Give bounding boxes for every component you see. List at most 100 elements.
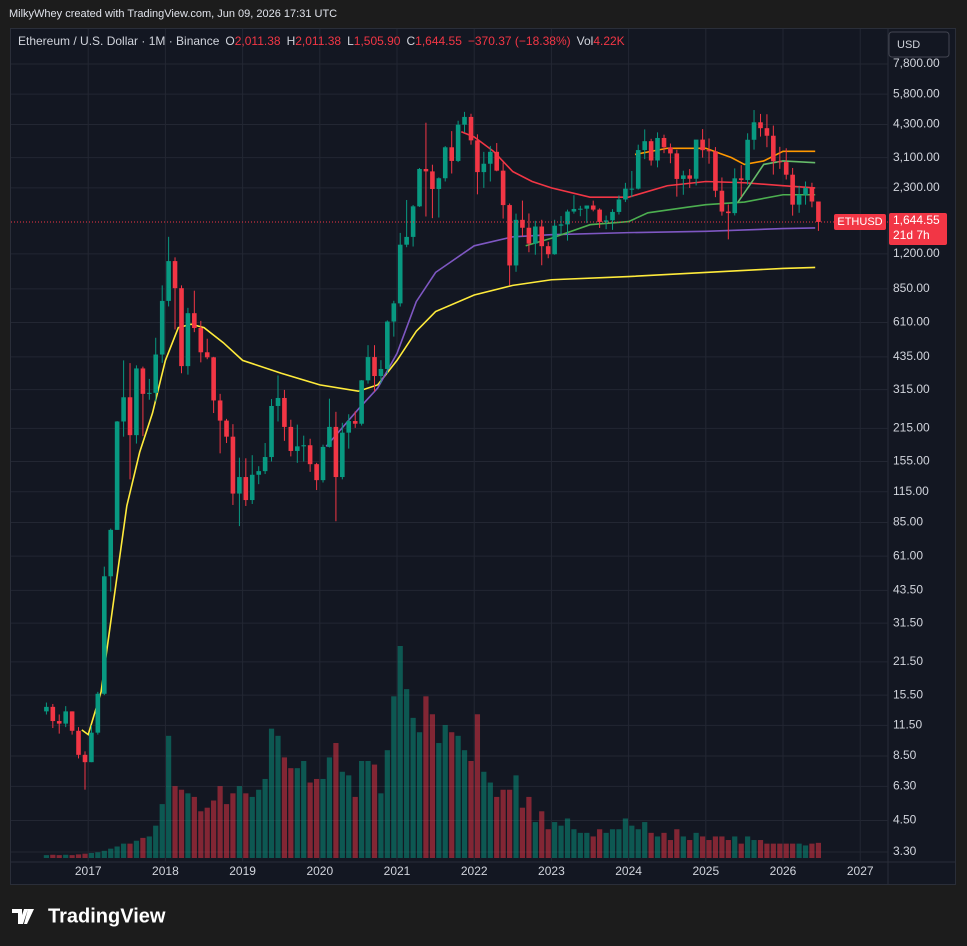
candle-body <box>346 421 352 433</box>
candle-body <box>224 420 229 437</box>
candle-body <box>327 426 332 447</box>
candle-body <box>520 219 525 228</box>
candle-body <box>726 211 731 214</box>
volume-bar <box>719 836 725 858</box>
candle-body <box>140 368 146 394</box>
candle-body <box>288 426 294 451</box>
y-tick-label: 155.00 <box>893 454 930 468</box>
y-tick-label: 115.00 <box>893 484 929 498</box>
candle-body <box>50 706 56 722</box>
volume-bar <box>648 832 654 858</box>
moving-average <box>461 131 816 198</box>
candle-body <box>56 721 62 724</box>
volume-bar <box>217 786 223 858</box>
volume-bar <box>410 717 416 858</box>
volume-bar <box>474 714 481 858</box>
candle-body <box>565 211 570 225</box>
volume-bar <box>275 735 281 858</box>
candle-body <box>153 354 159 393</box>
volume-bar <box>352 796 358 858</box>
candle-body <box>777 161 783 163</box>
volume-bar <box>526 796 532 858</box>
candle-body <box>365 357 371 381</box>
volume-bar <box>359 760 365 858</box>
candle-body <box>320 446 326 481</box>
candle-body <box>681 175 686 179</box>
candle-body <box>185 313 191 367</box>
candle-body <box>166 261 171 301</box>
header: MilkyWhey created with TradingView.com, … <box>9 8 337 20</box>
candle-body <box>552 225 557 255</box>
x-tick-label: 2021 <box>384 864 411 878</box>
candle-body <box>488 151 493 164</box>
candle-body <box>706 150 712 152</box>
candle-body <box>635 150 641 189</box>
volume-bar <box>43 855 50 858</box>
candle-body <box>404 236 409 245</box>
volume-bar <box>455 735 461 858</box>
volume-bar <box>494 796 500 858</box>
candle-body <box>668 147 673 154</box>
x-tick-label: 2025 <box>692 864 719 878</box>
candle-body <box>333 426 339 478</box>
candle-body <box>558 224 564 226</box>
volume-bar <box>211 800 217 858</box>
volume-bar <box>178 789 185 858</box>
candle-body <box>462 116 467 125</box>
volume-bar <box>751 840 757 858</box>
candle-body <box>340 432 345 478</box>
legend-value: −370.37 (−18.38%) <box>468 34 571 48</box>
volume-bar <box>654 836 661 858</box>
candle-body <box>95 693 101 733</box>
candle-body <box>661 137 667 148</box>
candle-body <box>623 188 628 200</box>
candle-body <box>417 168 422 207</box>
volume-bar <box>230 793 236 858</box>
volume-bar <box>88 852 95 858</box>
volume-bar <box>500 789 506 858</box>
volume-bar <box>712 836 719 858</box>
moving-average <box>81 266 816 736</box>
volume-bar <box>590 836 596 858</box>
volume-bar <box>796 843 802 858</box>
volume-bar <box>571 829 577 858</box>
y-tick-label: 61.00 <box>893 548 923 562</box>
currency[interactable]: USD <box>897 39 920 51</box>
candle-body <box>159 300 165 355</box>
legend-value: 2,011.38 <box>235 34 281 48</box>
volume-bar <box>365 760 371 858</box>
candle-body <box>307 445 313 465</box>
candle-body <box>372 357 377 377</box>
candle-body <box>147 392 152 394</box>
volume-bar <box>371 764 378 858</box>
volume-bar <box>642 822 648 858</box>
candle-body <box>481 163 487 173</box>
candle-body <box>764 128 770 136</box>
footer-brand: TradingView <box>48 905 166 927</box>
volume-bar <box>674 829 680 858</box>
y-tick-label: 6.30 <box>893 779 917 793</box>
candle-body <box>134 368 139 436</box>
candle-body <box>256 471 262 475</box>
y-tick-label: 85.00 <box>893 515 923 529</box>
candle-body <box>269 405 274 458</box>
legend-key: C <box>406 34 415 48</box>
legend-value: 2,011.38 <box>295 34 341 48</box>
candle-body <box>230 436 236 494</box>
candle-body <box>578 208 583 210</box>
volume-bar <box>700 836 706 858</box>
candle-body <box>584 205 590 209</box>
candle-body <box>179 288 184 367</box>
volume-bar <box>114 846 120 858</box>
volume-bar <box>191 796 197 858</box>
candle-body <box>455 124 461 161</box>
volume-bar <box>140 837 146 858</box>
volume-bar <box>346 775 352 858</box>
currency-button[interactable] <box>888 31 950 58</box>
candle-body <box>816 201 821 222</box>
candle-body <box>89 732 94 763</box>
volume-bar <box>146 836 152 858</box>
candle-body <box>751 122 757 140</box>
volume-bar <box>50 854 56 858</box>
candle-body <box>758 122 763 129</box>
